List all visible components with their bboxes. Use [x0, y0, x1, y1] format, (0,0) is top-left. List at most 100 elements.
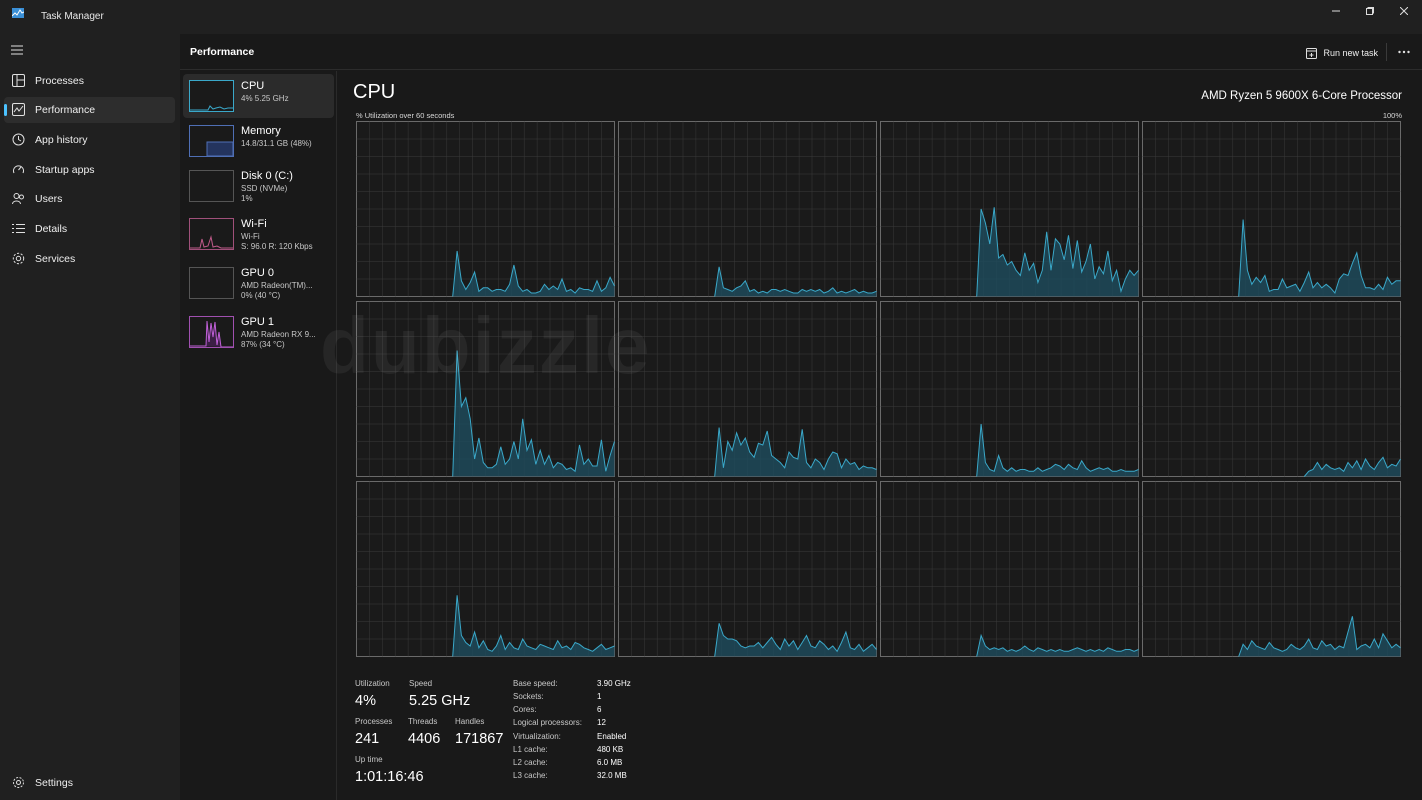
page-header: Performance Run new task	[180, 34, 1422, 70]
device-name: GPU 1	[241, 316, 275, 328]
processes-label: Processes	[355, 717, 393, 726]
utilization-axis-label: % Utilization over 60 seconds	[356, 111, 455, 120]
device-item-gpu1[interactable]: GPU 1 AMD Radeon RX 9... 87% (34 °C)	[183, 310, 334, 354]
spec-value: 480 KB	[597, 745, 624, 754]
utilization-area	[1238, 219, 1401, 297]
memory-thumbnail	[189, 125, 234, 157]
logical-processor-graph	[1142, 301, 1401, 477]
page-title: Performance	[190, 46, 255, 58]
uptime-value: 1:01:16:46	[355, 769, 424, 785]
speed-value: 5.25 GHz	[409, 693, 471, 709]
device-name: GPU 0	[241, 267, 275, 279]
run-new-task-button[interactable]: Run new task	[1306, 44, 1378, 62]
utilization-value: 4%	[355, 693, 376, 709]
handles-label: Handles	[455, 717, 485, 726]
handles-value: 171867	[455, 731, 504, 747]
spec-value: 1	[597, 692, 602, 701]
logical-processor-graphs	[356, 121, 1401, 657]
logical-processor-graph	[618, 301, 877, 477]
sidebar-item-performance[interactable]: Performance	[4, 97, 175, 123]
spec-key: L3 cache:	[513, 771, 548, 780]
utilization-line	[714, 266, 877, 297]
utilization-label: Utilization	[355, 679, 390, 688]
speed-label: Speed	[409, 679, 433, 688]
details-icon	[12, 224, 25, 233]
processor-name: AMD Ryzen 5 9600X 6-Core Processor	[1201, 90, 1402, 102]
utilization-line	[1238, 616, 1401, 657]
threads-label: Threads	[408, 717, 438, 726]
main-panel: Performance Run new task CPU 4% 5.25 GHz…	[180, 34, 1422, 800]
spec-value: 32.0 MB	[597, 771, 627, 780]
minimize-button[interactable]	[1320, 4, 1352, 18]
logical-processor-graph	[356, 301, 615, 477]
gpu1-thumbnail-graph	[190, 320, 233, 347]
utilization-area	[714, 623, 877, 657]
spec-key: Cores:	[513, 705, 537, 714]
device-detail: 14.8/31.1 GB (48%)	[241, 139, 312, 148]
hamburger-menu-icon[interactable]	[11, 44, 23, 56]
logical-processor-graph	[880, 301, 1139, 477]
logical-processor-graph	[618, 481, 877, 657]
disk-thumbnail	[189, 170, 234, 202]
sidebar-item-details[interactable]: Details	[4, 216, 175, 242]
processes-value: 241	[355, 731, 380, 747]
gear-icon	[13, 777, 24, 788]
device-item-wifi[interactable]: Wi-Fi Wi-Fi S: 96.0 R: 120 Kbps	[183, 212, 334, 256]
sidebar-item-label: Performance	[35, 104, 96, 116]
logical-processor-graph	[880, 121, 1139, 297]
spec-row: L2 cache: 6.0 MB	[513, 758, 713, 771]
utilization-area	[1304, 457, 1401, 477]
logical-processor-graph	[356, 481, 615, 657]
minimize-icon	[1332, 10, 1340, 12]
spec-row: L1 cache: 480 KB	[513, 745, 713, 758]
logical-processor-graph	[1142, 121, 1401, 297]
device-detail-2: 1%	[241, 194, 253, 203]
sidebar-item-label: Services	[35, 253, 76, 265]
spec-row: L3 cache: 32.0 MB	[513, 771, 713, 784]
utilization-line	[1303, 456, 1401, 477]
logical-processor-graph	[356, 121, 615, 297]
sidebar-item-app-history[interactable]: App history	[4, 127, 175, 153]
close-button[interactable]	[1388, 4, 1420, 18]
sidebar-item-startup-apps[interactable]: Startup apps	[4, 157, 175, 183]
device-item-gpu0[interactable]: GPU 0 AMD Radeon(TM)... 0% (40 °C)	[183, 261, 334, 305]
more-options-button[interactable]	[1396, 44, 1412, 60]
device-item-disk[interactable]: Disk 0 (C:) SSD (NVMe) 1%	[183, 164, 334, 208]
device-item-cpu[interactable]: CPU 4% 5.25 GHz	[183, 74, 334, 118]
memory-thumbnail-graph	[206, 141, 233, 156]
wifi-thumbnail-graph	[190, 235, 233, 249]
wifi-thumbnail	[189, 218, 234, 250]
sidebar-item-settings[interactable]: Settings	[4, 770, 175, 796]
utilization-area	[452, 595, 615, 657]
maximize-button[interactable]	[1354, 4, 1386, 18]
sidebar-item-processes[interactable]: Processes	[4, 68, 175, 94]
spec-row: Logical processors: 12	[513, 718, 713, 731]
device-item-memory[interactable]: Memory 14.8/31.1 GB (48%)	[183, 119, 334, 163]
sidebar-item-label: Users	[35, 193, 63, 205]
sidebar-item-services[interactable]: Services	[4, 246, 175, 272]
cpu-thumbnail	[189, 80, 234, 112]
spec-key: Sockets:	[513, 692, 544, 701]
utilization-line	[976, 207, 1139, 297]
sidebar-item-label: Details	[35, 223, 68, 235]
task-manager-app-icon	[12, 8, 24, 18]
sidebar-item-users[interactable]: Users	[4, 186, 175, 212]
utilization-line	[714, 427, 877, 477]
utilization-area	[976, 207, 1139, 297]
sidebar-item-label: Startup apps	[35, 164, 95, 176]
device-detail: SSD (NVMe)	[241, 184, 288, 193]
uptime-label: Up time	[355, 755, 383, 764]
spec-value: 6	[597, 705, 602, 714]
header-divider	[1386, 43, 1387, 61]
cpu-thumbnail-graph	[190, 105, 233, 111]
app-history-icon	[12, 133, 25, 146]
gpu0-thumbnail	[189, 267, 234, 299]
utilization-area	[714, 266, 877, 297]
utilization-area	[1238, 616, 1401, 657]
device-detail: AMD Radeon RX 9...	[241, 330, 316, 339]
close-icon	[1400, 7, 1408, 15]
utilization-line	[1238, 219, 1401, 297]
device-name: CPU	[241, 80, 265, 92]
window-title: Task Manager	[41, 11, 104, 22]
spec-key: L2 cache:	[513, 758, 548, 767]
